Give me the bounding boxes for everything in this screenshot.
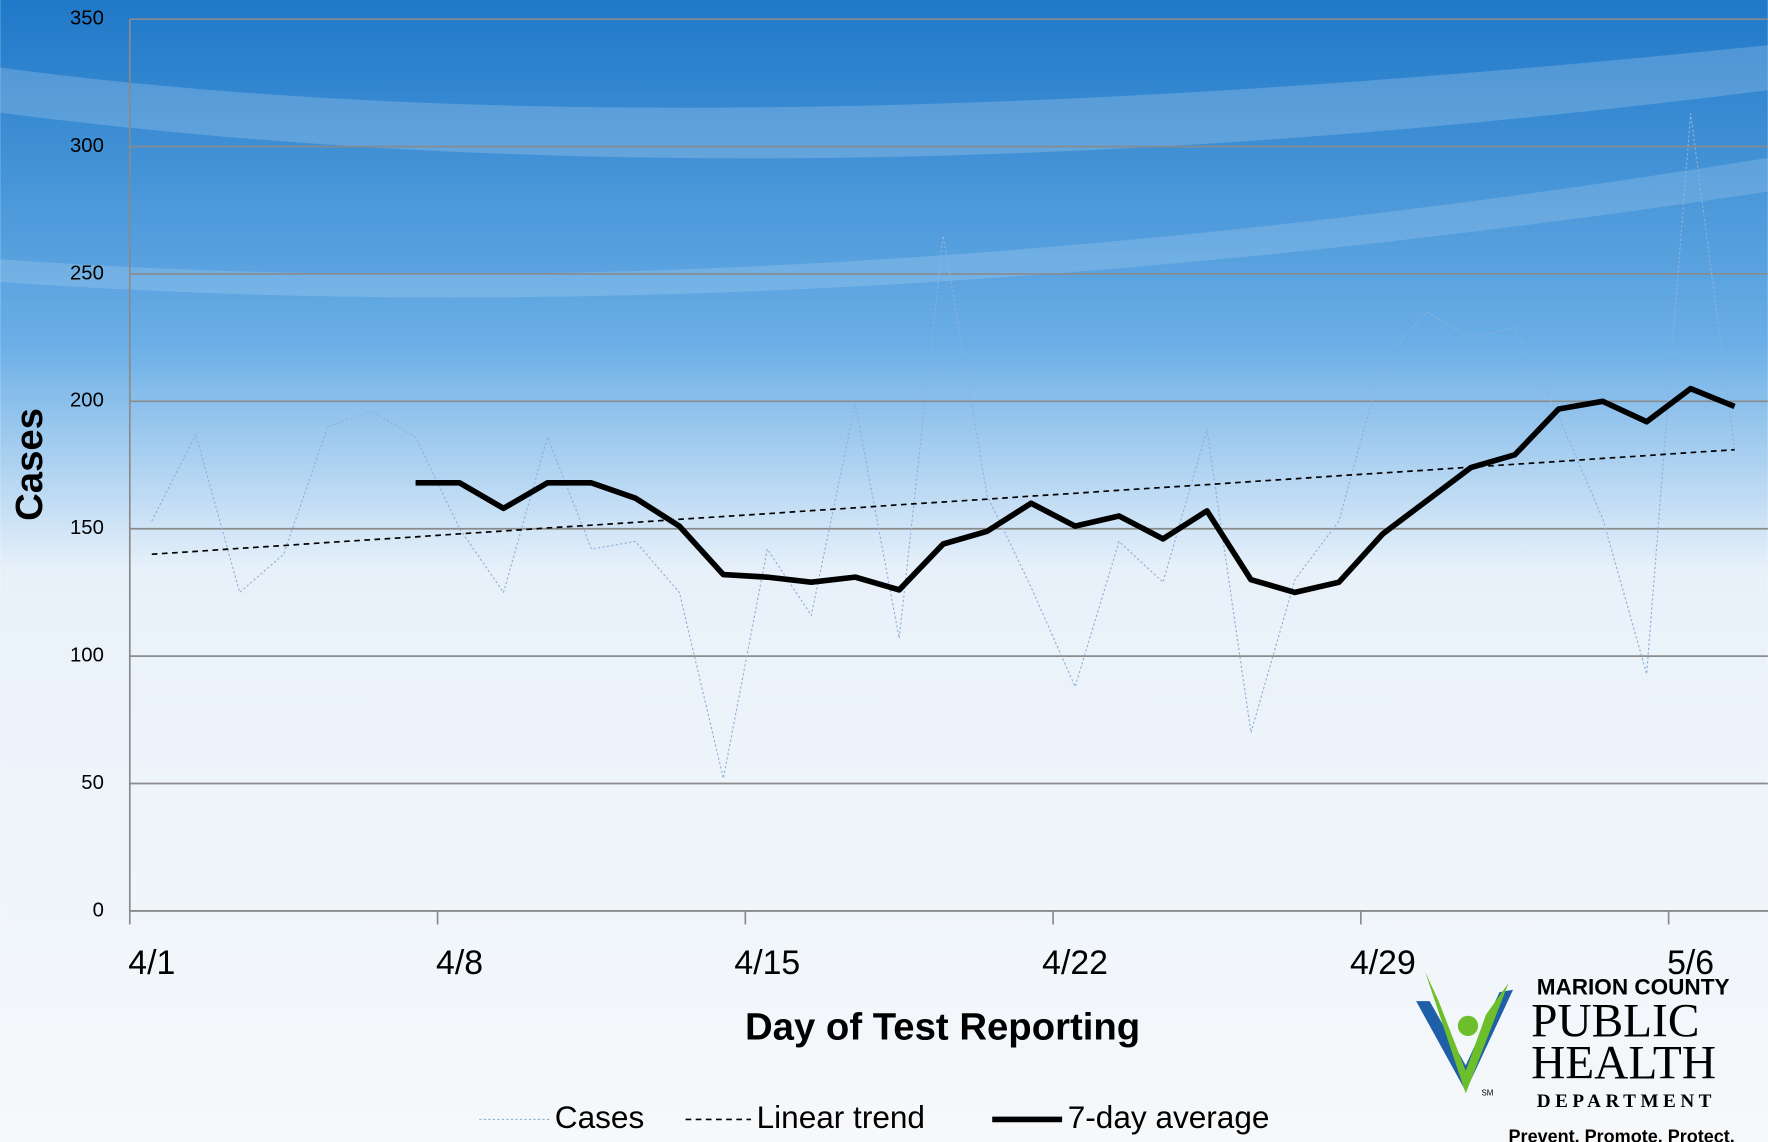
legend-label: Linear trend [757,1099,925,1135]
y-tick-label: 0 [93,899,104,921]
y-tick-label: 100 [70,644,104,666]
x-tick-label: 4/1 [128,944,175,982]
chart: Cases Day of Test Reporting SM MARION CO… [0,0,1768,1142]
logo-head [1458,1016,1478,1036]
x-tick-label: 4/8 [436,944,483,982]
y-axis-label: Cases [8,408,51,521]
y-tick-label: 200 [70,390,104,412]
x-tick-label: 4/29 [1350,944,1416,982]
y-tick-label: 250 [70,262,104,284]
logo-mark: SM [1481,1089,1493,1098]
legend-label: Cases [555,1099,644,1135]
x-tick-label: 4/15 [734,944,800,982]
y-tick-label: 150 [70,517,104,539]
logo-tagline: Prevent. Promote. Protect. [1509,1126,1735,1142]
y-tick-label: 350 [70,8,104,30]
legend-label: 7-day average [1068,1099,1270,1135]
x-tick-label: 5/6 [1667,944,1714,982]
y-tick-label: 300 [70,135,104,157]
background [0,0,1768,1142]
y-tick-label: 50 [81,772,104,794]
logo-text: HEALTH [1531,1037,1716,1089]
x-tick-label: 4/22 [1042,944,1108,982]
logo-text: DEPARTMENT [1537,1091,1716,1112]
page: {"chart_data": {"type": "line", "xlabel"… [0,0,1768,1142]
x-axis-label: Day of Test Reporting [745,1005,1140,1048]
